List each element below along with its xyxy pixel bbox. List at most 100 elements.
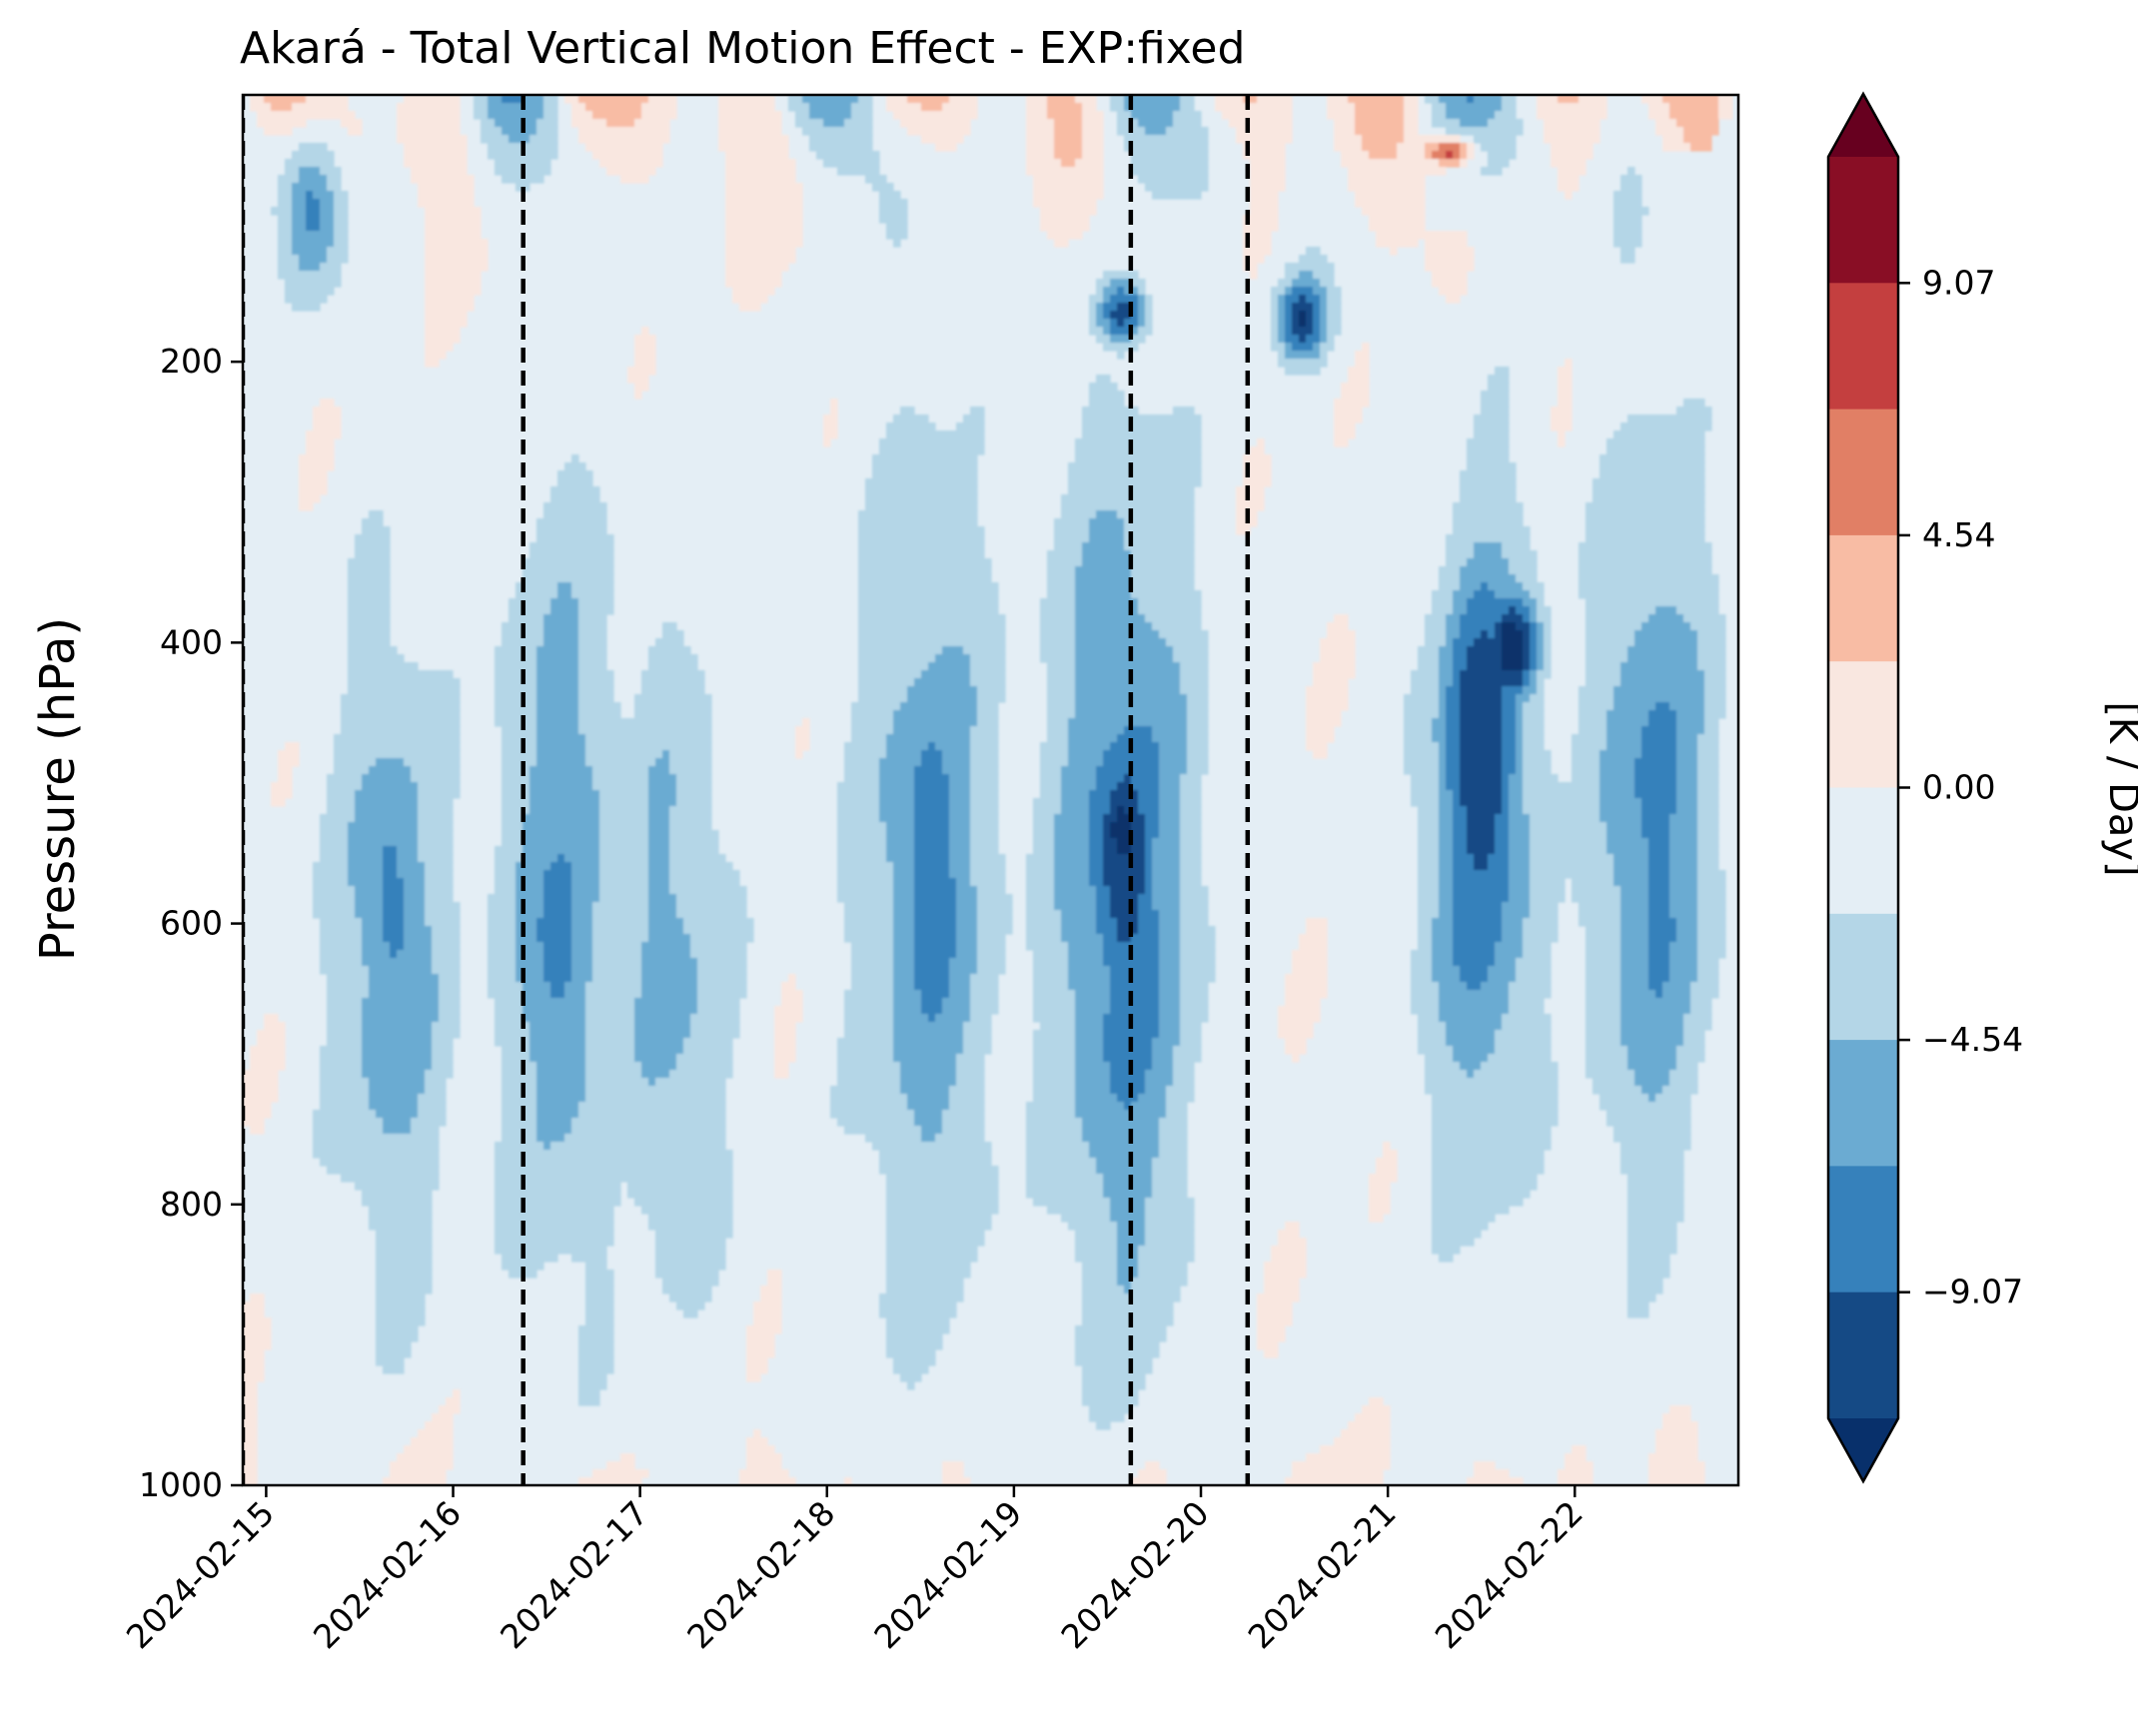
contour-cell xyxy=(648,934,691,943)
contour-cell xyxy=(432,958,461,967)
contour-cell xyxy=(250,103,272,112)
contour-cell xyxy=(1620,678,1705,687)
contour-cell xyxy=(369,1206,433,1215)
contour-cell xyxy=(1180,942,1216,951)
contour-cell xyxy=(418,798,454,807)
contour-cell xyxy=(530,782,593,791)
contour-cell xyxy=(893,1022,964,1031)
contour-cell xyxy=(858,526,985,535)
contour-cell xyxy=(1061,926,1097,935)
contour-cell xyxy=(299,462,335,471)
contour-cell xyxy=(1285,998,1321,1007)
contour-cell xyxy=(1530,606,1538,615)
contour-cell xyxy=(1103,862,1146,871)
contour-cell xyxy=(1075,1357,1153,1366)
contour-cell xyxy=(970,830,999,839)
contour-cell xyxy=(1613,702,1656,711)
contour-cell xyxy=(956,950,978,959)
contour-cell xyxy=(1138,926,1160,935)
contour-cell xyxy=(592,111,642,120)
contour-cell xyxy=(1467,1477,1524,1485)
contour-cell xyxy=(550,862,572,871)
contour-cell xyxy=(1634,782,1677,791)
contour-cell xyxy=(250,1294,265,1302)
contour-cell xyxy=(1425,1086,1559,1095)
contour-cell xyxy=(1026,1190,1104,1199)
contour-cell xyxy=(285,295,328,304)
contour-cell xyxy=(1103,830,1111,839)
contour-cell xyxy=(1593,1086,1642,1095)
contour-cell xyxy=(488,926,517,935)
contour-cell xyxy=(1040,790,1062,799)
contour-cell xyxy=(362,958,433,967)
colorbar-band xyxy=(1828,1040,1898,1167)
contour-cell xyxy=(543,878,572,887)
contour-cell xyxy=(1103,1174,1153,1183)
contour-cell xyxy=(571,974,593,983)
contour-cell xyxy=(1033,958,1069,967)
contour-cell xyxy=(1124,542,1195,551)
contour-cell xyxy=(1159,814,1181,823)
contour-cell xyxy=(1669,862,1698,871)
contour-cell xyxy=(536,1062,586,1071)
contour-cell xyxy=(1180,894,1209,903)
contour-cell xyxy=(1040,207,1097,216)
contour-cell xyxy=(1047,582,1076,591)
contour-cell xyxy=(1026,1174,1104,1183)
contour-cell xyxy=(1047,710,1076,719)
contour-cell xyxy=(1082,151,1104,160)
contour-cell xyxy=(1376,239,1419,248)
contour-cell xyxy=(1040,742,1069,751)
contour-cell xyxy=(1075,566,1132,575)
contour-cell xyxy=(893,726,971,735)
contour-cell xyxy=(1040,1022,1076,1031)
contour-cell xyxy=(536,750,586,759)
contour-cell xyxy=(397,119,461,128)
contour-cell xyxy=(1488,974,1517,983)
contour-cell xyxy=(1271,327,1279,336)
contour-cell xyxy=(362,518,384,527)
contour-cell xyxy=(1586,998,1621,1007)
contour-cell xyxy=(921,135,964,144)
contour-cell xyxy=(418,806,454,815)
contour-cell xyxy=(1697,790,1719,799)
contour-cell xyxy=(1606,1118,1691,1127)
contour-cell xyxy=(1579,542,1712,551)
contour-cell xyxy=(1558,167,1587,176)
contour-cell xyxy=(1278,279,1293,288)
contour-cell xyxy=(502,1078,537,1087)
contour-cell xyxy=(823,119,845,128)
contour-cell xyxy=(1369,151,1398,160)
contour-cell xyxy=(1089,1150,1160,1159)
contour-cell xyxy=(1537,606,1552,615)
contour-cell xyxy=(1453,870,1510,879)
contour-cell xyxy=(914,862,950,871)
contour-cell xyxy=(900,407,915,416)
contour-cell xyxy=(488,942,517,951)
contour-cell xyxy=(970,782,999,791)
contour-cell xyxy=(1593,486,1705,495)
contour-cell xyxy=(1460,159,1468,168)
contour-cell xyxy=(1704,726,1719,735)
contour-cell xyxy=(970,846,999,855)
contour-cell xyxy=(1278,359,1328,368)
contour-cell xyxy=(1131,1286,1181,1295)
contour-cell xyxy=(348,678,461,687)
contour-cell xyxy=(1446,694,1461,703)
contour-cell xyxy=(753,1317,782,1326)
contour-cell xyxy=(1502,95,1517,104)
contour-cell xyxy=(1439,574,1461,583)
contour-cell xyxy=(1103,846,1118,855)
contour-cell xyxy=(285,742,300,751)
contour-cell xyxy=(1669,910,1698,919)
contour-cell xyxy=(425,247,489,256)
contour-cell xyxy=(956,934,978,943)
contour-cell xyxy=(970,870,1006,879)
contour-cell xyxy=(1530,830,1607,839)
contour-cell xyxy=(1040,646,1076,655)
contour-cell xyxy=(1502,654,1524,663)
contour-cell xyxy=(1110,279,1132,288)
contour-cell xyxy=(320,838,349,847)
contour-cell xyxy=(313,878,349,887)
contour-cell xyxy=(592,958,642,967)
